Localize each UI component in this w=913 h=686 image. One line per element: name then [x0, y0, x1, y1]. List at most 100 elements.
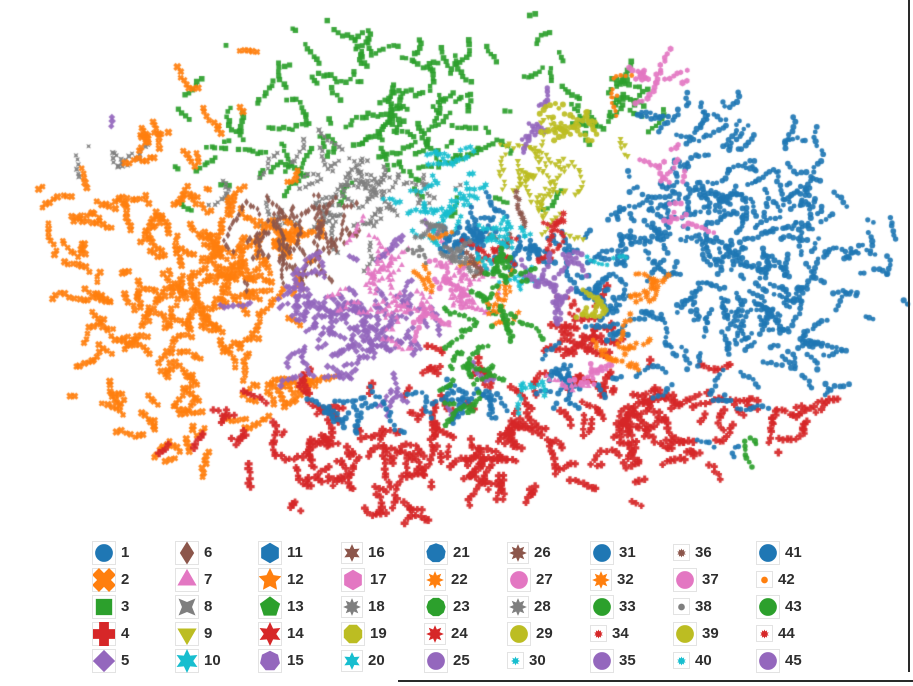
legend-marker-swatch — [175, 594, 199, 619]
legend-item-label: 37 — [702, 571, 719, 588]
legend-marker-icon — [426, 570, 444, 589]
legend-marker-swatch — [341, 567, 365, 592]
legend-marker-swatch — [258, 648, 282, 673]
legend-item: 16 — [341, 539, 424, 566]
legend-marker-swatch — [175, 621, 199, 646]
legend-item-label: 17 — [370, 571, 387, 588]
legend-item: 7 — [175, 566, 258, 593]
legend-item-label: 25 — [453, 652, 470, 669]
legend-marker-swatch — [590, 568, 612, 591]
legend-item: 32 — [590, 566, 673, 593]
legend-marker-icon — [759, 543, 777, 562]
legend-item: 5 — [92, 647, 175, 674]
legend-marker-icon — [95, 598, 113, 615]
legend-marker-icon — [177, 568, 197, 586]
legend-marker-icon — [426, 624, 444, 643]
legend-item: 37 — [673, 566, 756, 593]
legend-item-label: 14 — [287, 625, 304, 642]
legend-marker-icon — [427, 651, 445, 670]
legend-marker-icon — [510, 655, 521, 666]
legend-item-label: 26 — [534, 544, 551, 561]
legend-marker-icon — [426, 542, 446, 562]
legend-marker-swatch — [92, 594, 116, 619]
legend-item: 38 — [673, 593, 756, 620]
legend-marker-icon — [177, 627, 197, 645]
legend-marker-icon — [344, 569, 362, 590]
legend-marker-icon — [676, 570, 694, 589]
legend-item: 22 — [424, 566, 507, 593]
legend-marker-swatch — [175, 567, 199, 592]
legend-item: 20 — [341, 647, 424, 674]
legend-marker-swatch — [258, 621, 282, 646]
legend-marker-swatch — [341, 541, 363, 564]
legend-marker-swatch — [507, 541, 529, 564]
legend-item-label: 43 — [785, 598, 802, 615]
legend-marker-icon — [343, 597, 361, 616]
legend-item: 42 — [756, 566, 839, 593]
legend-marker-icon — [509, 597, 527, 616]
legend-marker-icon — [510, 570, 528, 589]
legend-marker-swatch — [424, 622, 446, 645]
legend-marker-swatch — [258, 540, 282, 565]
legend-item-label: 39 — [702, 625, 719, 642]
legend-marker-icon — [344, 651, 360, 670]
legend-item: 34 — [590, 620, 673, 647]
legend-item: 30 — [507, 647, 590, 674]
legend-marker-swatch — [673, 652, 690, 669]
legend-marker-icon — [260, 650, 280, 670]
legend-item-label: 41 — [785, 544, 802, 561]
legend-marker-icon — [176, 648, 198, 673]
legend-item-label: 4 — [121, 625, 130, 642]
legend-marker-swatch — [341, 595, 363, 618]
legend-item: 13 — [258, 593, 341, 620]
legend-item: 15 — [258, 647, 341, 674]
legend-item: 18 — [341, 593, 424, 620]
legend-item: 39 — [673, 620, 756, 647]
legend-item: 35 — [590, 647, 673, 674]
legend-item: 9 — [175, 620, 258, 647]
legend-marker-swatch — [507, 652, 524, 669]
legend-item-label: 5 — [121, 652, 130, 669]
legend-marker-swatch — [756, 571, 773, 588]
legend-marker-icon — [593, 651, 611, 670]
legend-marker-swatch — [673, 621, 697, 646]
legend-item-label: 21 — [453, 544, 470, 561]
legend-item: 26 — [507, 539, 590, 566]
legend-item-label: 12 — [287, 571, 304, 588]
legend-item: 4 — [92, 620, 175, 647]
legend-item-label: 16 — [368, 544, 385, 561]
legend-item-label: 32 — [617, 571, 634, 588]
legend-marker-icon — [510, 624, 528, 643]
legend-item-label: 2 — [121, 571, 130, 588]
legend-marker-swatch — [341, 649, 363, 672]
legend-item-label: 11 — [287, 544, 303, 561]
legend-item: 41 — [756, 539, 839, 566]
legend-item-label: 1 — [121, 544, 130, 561]
legend-marker-swatch — [92, 621, 116, 646]
legend-marker-swatch — [175, 540, 199, 565]
legend-item: 6 — [175, 539, 258, 566]
legend-marker-swatch — [92, 540, 116, 565]
legend-marker-swatch — [507, 595, 529, 618]
legend-marker-swatch — [175, 648, 199, 673]
legend-marker-swatch — [341, 621, 365, 646]
legend-item: 3 — [92, 593, 175, 620]
legend-item: 40 — [673, 647, 756, 674]
legend-marker-swatch — [590, 594, 614, 619]
legend-item-label: 27 — [536, 571, 553, 588]
legend-item-label: 38 — [695, 598, 712, 615]
legend-item: 29 — [507, 620, 590, 647]
legend-item-label: 40 — [695, 652, 712, 669]
legend-item-label: 45 — [785, 652, 802, 669]
legend-item-label: 28 — [534, 598, 551, 615]
legend-marker-icon — [93, 621, 115, 646]
legend-item: 36 — [673, 539, 756, 566]
legend-item-label: 24 — [451, 625, 468, 642]
legend-marker-icon — [509, 543, 527, 562]
legend-marker-icon — [593, 543, 611, 562]
legend-item: 27 — [507, 566, 590, 593]
page-frame-right-line — [908, 0, 910, 672]
legend-item: 10 — [175, 647, 258, 674]
legend-marker-icon — [759, 651, 777, 670]
legend-marker-icon — [344, 543, 360, 562]
